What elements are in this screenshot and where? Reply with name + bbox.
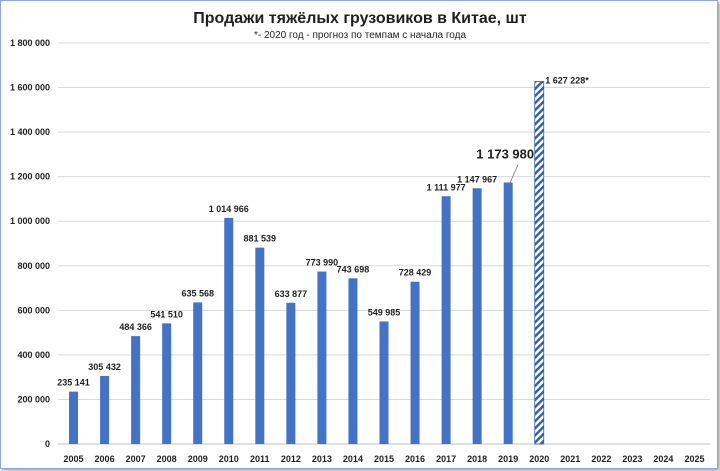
- x-tick-label: 2014: [343, 454, 363, 464]
- y-tick-label: 1 400 000: [10, 127, 50, 137]
- x-tick-label: 2022: [591, 454, 611, 464]
- data-label-2010: 1 014 966: [209, 204, 249, 214]
- bar-2019: [503, 182, 513, 444]
- bar-2017: [441, 196, 451, 444]
- y-tick-label: 200 000: [17, 394, 50, 404]
- bar-2008: [162, 323, 172, 444]
- bars: [69, 81, 545, 445]
- bar-2009: [193, 302, 203, 444]
- data-label-2016: 728 429: [399, 268, 432, 278]
- data-label-2017: 1 111 977: [427, 182, 466, 192]
- x-tick-label: 2009: [188, 454, 208, 464]
- bar-2006: [100, 375, 110, 444]
- data-label-2019: 1 173 980: [476, 146, 534, 161]
- x-tick-label: 2006: [95, 454, 115, 464]
- x-tick-label: 2020: [529, 454, 549, 464]
- chart-subtitle: *- 2020 год - прогноз по темпам с начала…: [253, 30, 467, 41]
- bar-2011: [255, 247, 265, 444]
- data-label-2009: 635 568: [181, 288, 214, 298]
- x-tick-label: 2017: [436, 454, 456, 464]
- x-tick-label: 2021: [560, 454, 580, 464]
- data-label-2013: 773 990: [306, 258, 339, 268]
- x-tick-label: 2008: [157, 454, 177, 464]
- y-tick-label: 1 600 000: [10, 83, 50, 93]
- label-leader-line: [509, 164, 519, 183]
- bar-2007: [131, 336, 141, 444]
- y-tick-label: 400 000: [17, 350, 50, 360]
- data-label-2020: 1 627 228*: [545, 75, 589, 85]
- bar-2005: [69, 391, 79, 444]
- data-label-2011: 881 539: [244, 234, 277, 244]
- y-tick-label: 600 000: [17, 305, 50, 315]
- data-label-2007: 484 366: [119, 322, 152, 332]
- x-tick-label: 2019: [498, 454, 518, 464]
- x-tick-label: 2010: [219, 454, 239, 464]
- x-tick-label: 2018: [467, 454, 487, 464]
- x-tick-label: 2023: [622, 454, 642, 464]
- x-tick-label: 2015: [374, 454, 394, 464]
- data-label-2018: 1 147 967: [457, 174, 497, 184]
- data-label-2014: 743 698: [337, 264, 370, 274]
- bar-2010: [224, 217, 234, 444]
- data-label-2005: 235 141: [57, 378, 90, 388]
- x-tick-label: 2012: [281, 454, 301, 464]
- x-tick-label: 2025: [684, 454, 704, 464]
- bar-2014: [348, 278, 358, 444]
- x-tick-label: 2011: [250, 454, 270, 464]
- y-axis-ticks: 0 200 000 400 000 600 000 800 000 1 000 000 1 …: [10, 38, 50, 449]
- x-tick-label: 2013: [312, 454, 332, 464]
- bar-2015: [379, 321, 389, 444]
- x-axis-ticks: 2005 2006 2007 2008 2009 2010 2011 2012 2013 2014…: [64, 454, 705, 464]
- y-tick-label: 0: [45, 439, 50, 449]
- bar-forecast-2020: [534, 81, 545, 445]
- y-tick-label: 1 800 000: [10, 38, 50, 48]
- y-tick-label: 1 000 000: [10, 216, 50, 226]
- bar-2018: [472, 188, 482, 444]
- x-tick-label: 2005: [64, 454, 84, 464]
- data-label-2008: 541 510: [150, 309, 183, 319]
- x-tick-label: 2024: [653, 454, 673, 464]
- bar-2016: [410, 281, 420, 444]
- bar-2013: [317, 271, 327, 444]
- data-label-2006: 305 432: [88, 362, 121, 372]
- data-labels: 235 141 305 432 484 366 541 510 635 568 1 014…: [57, 75, 589, 387]
- y-tick-label: 1 200 000: [10, 172, 50, 182]
- x-tick-label: 2007: [126, 454, 146, 464]
- chart-title: Продажи тяжёлых грузовиков в Китае, шт: [193, 10, 527, 27]
- x-tick-label: 2016: [405, 454, 425, 464]
- bar-2012: [286, 302, 296, 444]
- data-label-2012: 633 877: [275, 289, 308, 299]
- y-tick-label: 800 000: [17, 261, 50, 271]
- data-label-2015: 549 985: [368, 307, 401, 317]
